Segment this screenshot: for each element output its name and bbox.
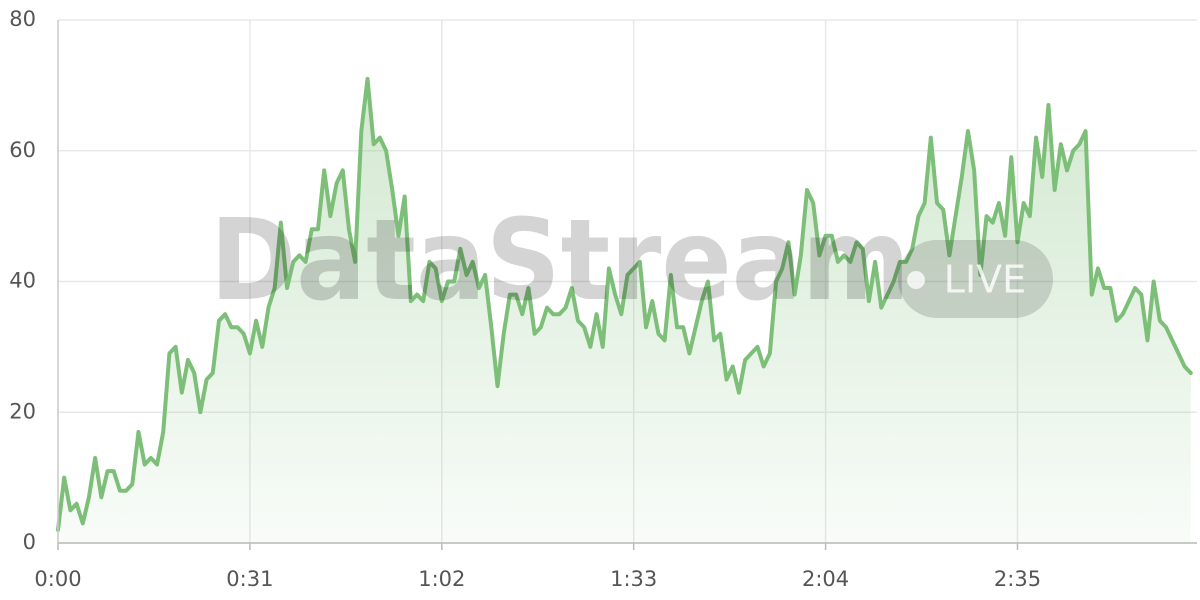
live-dot xyxy=(907,271,925,289)
line xyxy=(56,76,1193,532)
y-tick-label: 0 xyxy=(23,530,36,554)
x-tick-label: 2:35 xyxy=(994,567,1041,591)
x-tick-label: 1:02 xyxy=(418,567,465,591)
y-tick-label: 80 xyxy=(9,7,36,31)
y-tick-label: 60 xyxy=(9,138,36,162)
area-fill xyxy=(58,78,1191,544)
x-tick-label: 1:33 xyxy=(610,567,657,591)
y-tick-label: 40 xyxy=(9,269,36,293)
watermark-group: DataStream LIVE xyxy=(210,196,1053,326)
y-tick-label: 20 xyxy=(9,399,36,423)
marks xyxy=(56,76,1193,544)
live-label: LIVE xyxy=(944,258,1026,302)
live-badge xyxy=(898,240,1053,318)
axes: 0 20 40 60 80 0:00 0:31 1:02 1:33 2:04 2:35 xyxy=(9,7,1197,591)
x-tick-label: 0:31 xyxy=(226,567,273,591)
x-tick-label: 2:04 xyxy=(802,567,849,591)
x-tick-label: 0:00 xyxy=(34,567,81,591)
watermark: DataStream xyxy=(210,196,910,326)
